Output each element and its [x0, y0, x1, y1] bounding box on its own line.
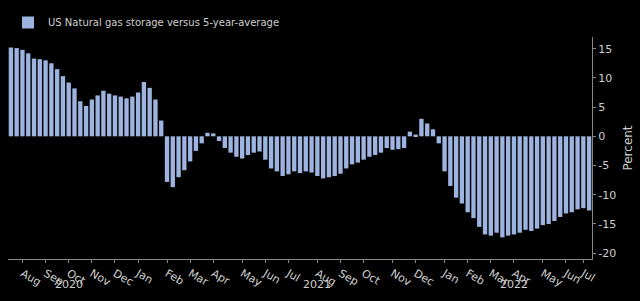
- svg-text:Dec: Dec: [411, 267, 436, 289]
- svg-text:Oct: Oct: [359, 267, 383, 288]
- svg-text:Mar: Mar: [186, 267, 211, 289]
- svg-text:Aug: Aug: [313, 267, 338, 289]
- svg-text:May: May: [238, 267, 265, 290]
- svg-text:-5: -5: [598, 159, 609, 172]
- svg-text:-20: -20: [598, 247, 616, 260]
- svg-text:Feb: Feb: [463, 267, 486, 288]
- svg-text:2021: 2021: [303, 278, 331, 291]
- svg-text:Jan: Jan: [439, 266, 461, 286]
- svg-text:Nov: Nov: [88, 267, 114, 289]
- svg-text:Feb: Feb: [163, 267, 186, 288]
- svg-text:Apr: Apr: [510, 267, 533, 288]
- svg-text:Sep: Sep: [41, 267, 65, 289]
- svg-text:5: 5: [598, 101, 605, 114]
- svg-text:Nov: Nov: [388, 267, 414, 289]
- svg-text:US Natural gas storage versus: US Natural gas storage versus 5-year-ave…: [48, 17, 279, 28]
- svg-text:Apr: Apr: [209, 267, 232, 288]
- svg-text:Percent: Percent: [621, 125, 635, 170]
- svg-text:Jun: Jun: [260, 266, 282, 286]
- svg-text:Dec: Dec: [111, 267, 136, 289]
- svg-text:Jul: Jul: [283, 266, 302, 284]
- svg-text:10: 10: [598, 72, 612, 85]
- svg-text:Sep: Sep: [336, 267, 360, 289]
- svg-text:2020: 2020: [55, 278, 83, 291]
- svg-text:Jul: Jul: [578, 266, 597, 284]
- svg-text:Aug: Aug: [18, 267, 43, 289]
- svg-text:-15: -15: [598, 218, 616, 231]
- svg-text:15: 15: [598, 43, 612, 56]
- svg-text:2022: 2022: [500, 278, 528, 291]
- svg-text:Oct: Oct: [64, 267, 88, 288]
- svg-text:-10: -10: [598, 189, 616, 202]
- svg-text:Mar: Mar: [487, 267, 512, 289]
- svg-text:0: 0: [598, 130, 605, 143]
- svg-text:Jan: Jan: [133, 266, 155, 286]
- svg-text:Jun: Jun: [561, 266, 583, 286]
- svg-text:May: May: [539, 267, 566, 290]
